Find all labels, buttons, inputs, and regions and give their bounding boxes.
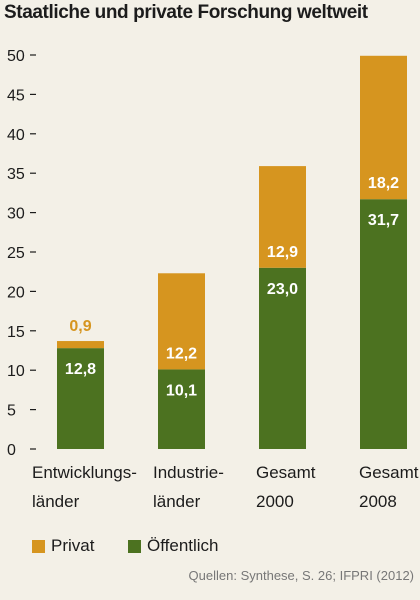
y-tick-label: 15: [7, 324, 25, 341]
bar-oeffentlich: [57, 348, 104, 449]
category-label-2: Gesamt 2000: [256, 458, 376, 516]
data-label-privat: 12,9: [267, 244, 298, 261]
data-label-oeffentlich: 31,7: [368, 212, 399, 229]
bar-privat: [360, 55, 407, 200]
category-label-0-line1: Entwicklungs-: [32, 463, 137, 482]
legend-item-privat: Privat: [32, 536, 94, 556]
y-tick-label: 45: [7, 87, 25, 104]
chart-title: Staatliche und private Forschung weltwei…: [4, 2, 368, 23]
data-label-oeffentlich: 10,1: [166, 382, 197, 399]
y-tick-label: 25: [7, 245, 25, 262]
legend-label-privat: Privat: [51, 536, 95, 555]
y-tick-label: 10: [7, 363, 25, 380]
legend-swatch-privat: [32, 539, 45, 553]
data-label-oeffentlich: 12,8: [65, 361, 96, 378]
category-label-3-line1: Gesamt: [359, 463, 419, 482]
y-tick-label: 20: [7, 284, 25, 301]
category-label-1: Industrie- länder: [153, 458, 273, 516]
legend-swatch-oeffentlich: [128, 539, 141, 553]
data-label-privat: 18,2: [368, 175, 399, 192]
y-tick-label: 0: [7, 442, 16, 459]
data-label-privat: 0,9: [69, 318, 91, 335]
bar-oeffentlich: [259, 267, 306, 449]
y-tick-label: 5: [7, 403, 16, 420]
category-label-2-line2: 2000: [256, 492, 294, 511]
bar-privat: [57, 341, 104, 349]
data-label-privat: 12,2: [166, 345, 197, 362]
bar-oeffentlich: [360, 199, 407, 449]
legend-item-oeffentlich: Öffentlich: [128, 536, 219, 556]
category-label-0-line2: länder: [32, 492, 80, 511]
bar-privat: [158, 273, 205, 370]
y-tick-label: 35: [7, 166, 25, 183]
legend-label-oeffentlich: Öffentlich: [147, 536, 219, 555]
bar-privat: [259, 166, 306, 268]
y-tick-label: 30: [7, 206, 25, 223]
source-note: Quellen: Synthese, S. 26; IFPRI (2012): [188, 568, 414, 583]
bar-oeffentlich: [158, 369, 205, 449]
y-tick-label: 40: [7, 127, 25, 144]
category-label-3: Gesamt 2008: [359, 458, 420, 516]
y-tick-label: 50: [7, 48, 25, 65]
category-label-3-line2: 2008: [359, 492, 397, 511]
category-label-0: Entwicklungs- länder: [32, 458, 152, 516]
category-label-1-line2: länder: [153, 492, 201, 511]
category-label-2-line1: Gesamt: [256, 463, 316, 482]
category-label-1-line1: Industrie-: [153, 463, 224, 482]
data-label-oeffentlich: 23,0: [267, 281, 298, 298]
